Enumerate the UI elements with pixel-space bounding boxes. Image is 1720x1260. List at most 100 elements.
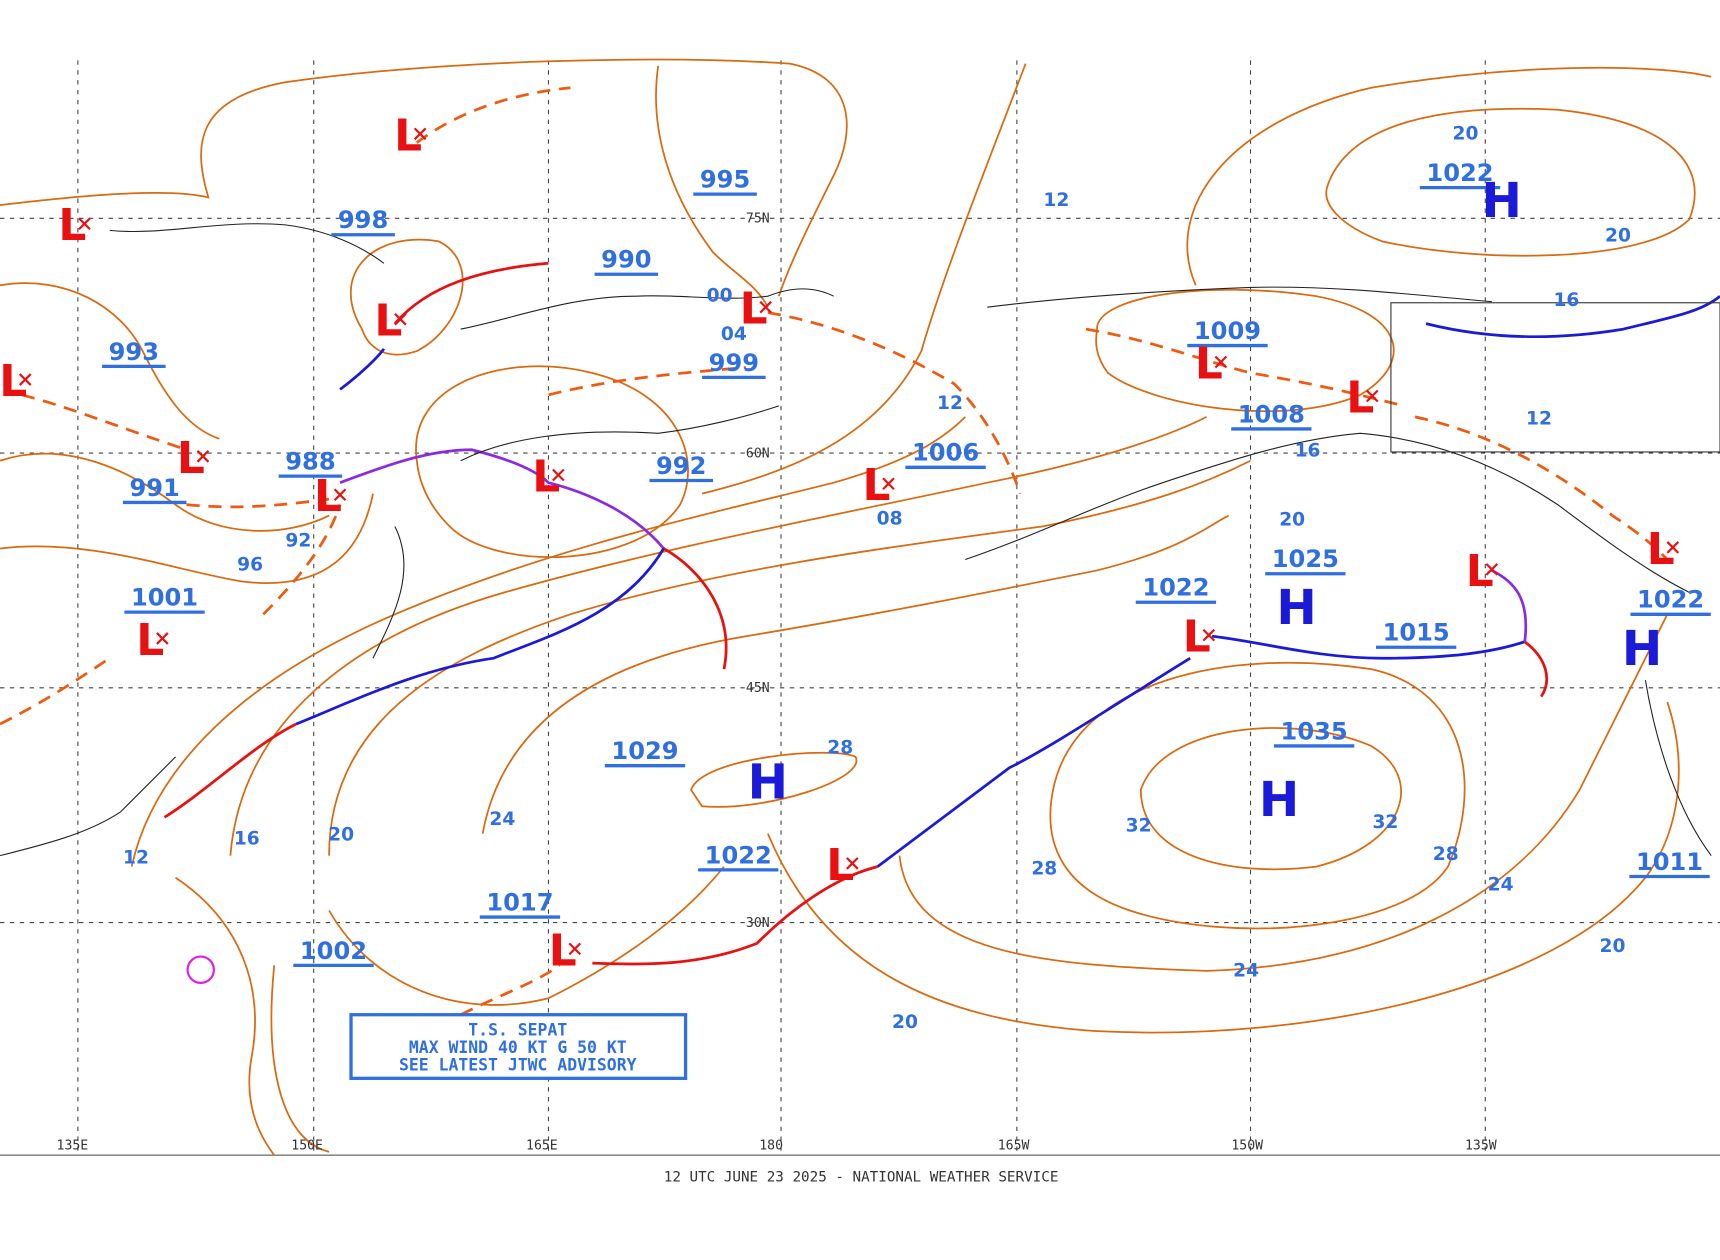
low-center-mark: [1214, 355, 1228, 369]
advisory-line: MAX WIND 40 KT G 50 KT: [409, 1038, 627, 1057]
warm-front: [163, 722, 297, 819]
isobar: [328, 459, 1251, 856]
advisory-line: SEE LATEST JTWC ADVISORY: [399, 1056, 637, 1075]
pressure-label: 1022: [1142, 574, 1209, 602]
low-center-mark: [552, 468, 565, 482]
pressure-label: 993: [109, 338, 159, 366]
isobar: [1139, 727, 1402, 871]
high-center: H: [1622, 621, 1662, 677]
pressure-label: 1022: [705, 841, 772, 869]
isobar-label: 28: [1031, 858, 1057, 879]
coastline: [460, 405, 779, 462]
isobar-label: 20: [1279, 509, 1305, 530]
isobar-label: 12: [937, 393, 963, 414]
isobar-label: 16: [234, 829, 260, 850]
isobar-label: 12: [123, 847, 149, 868]
isobar-label: 04: [721, 324, 747, 345]
isobar-label: 28: [827, 738, 853, 759]
isobar-label: 08: [877, 508, 903, 529]
tropical-storm-symbol: [186, 955, 215, 984]
pressure-label: 1017: [486, 888, 553, 916]
coastline: [965, 432, 1690, 593]
isobar-label: 12: [1526, 409, 1552, 430]
isobar-label: 24: [1233, 960, 1259, 981]
isobar-label: 20: [892, 1012, 918, 1033]
low-center-mark: [1485, 563, 1499, 576]
isobar: [701, 63, 1027, 495]
isobar: [0, 282, 220, 440]
pressure-label: 1022: [1637, 586, 1704, 614]
isobar: [655, 65, 769, 308]
longitude-label: 150E: [291, 1139, 323, 1154]
cold-front: [1425, 295, 1720, 339]
coastline: [0, 756, 176, 857]
isobar: [328, 866, 725, 1006]
longitude-label: 180: [759, 1139, 783, 1154]
low-center-mark: [1202, 628, 1216, 642]
trough: [21, 393, 187, 452]
pressure-label: 1008: [1238, 400, 1305, 428]
isobar-label: 92: [285, 530, 311, 551]
isobar-label: 20: [1453, 123, 1479, 144]
isobar: [270, 965, 330, 1153]
isobar: [481, 514, 1229, 834]
low-center-mark: [333, 488, 347, 502]
pressure-label: 1015: [1383, 619, 1450, 647]
longitude-label: 165E: [526, 1139, 558, 1154]
low-center-mark: [18, 373, 32, 386]
warm-front: [393, 261, 549, 325]
isobar: [415, 365, 689, 558]
isobar: [1325, 107, 1696, 257]
coastline: [372, 526, 405, 659]
pressure-label: 995: [700, 166, 750, 194]
isobar: [1049, 661, 1466, 930]
pressure-label: 1035: [1281, 717, 1348, 745]
cold-front: [876, 657, 1191, 868]
pressure-label: 988: [285, 448, 335, 476]
pressure-label: 1029: [611, 737, 678, 765]
warm-front: [662, 547, 728, 670]
trough: [548, 366, 747, 397]
low-center-mark: [846, 857, 859, 870]
pressure-label: 1009: [1194, 317, 1261, 345]
isobar-label: 32: [1372, 812, 1398, 833]
low-center-mark: [1366, 389, 1379, 403]
isobar: [229, 416, 1208, 856]
isobar-label: 12: [1043, 190, 1069, 211]
isobar-label: 00: [707, 286, 733, 307]
high-center: H: [1482, 173, 1522, 229]
advisory-box: T.S. SEPAT MAX WIND 40 KT G 50 KT SEE LA…: [349, 1013, 688, 1080]
footer: 12 UTC JUNE 23 2025 - NATIONAL WEATHER S…: [664, 1169, 1059, 1185]
isobar: [0, 58, 848, 297]
low-center-mark: [413, 127, 427, 141]
coastline: [109, 223, 385, 264]
pressure-label: 992: [656, 452, 706, 480]
pressure-label: 991: [129, 474, 179, 502]
isobar-label: 20: [1600, 936, 1626, 957]
longitude-label: 150W: [1231, 1139, 1263, 1154]
low-center-mark: [78, 217, 91, 231]
trough: [186, 497, 330, 509]
cold-front: [295, 547, 665, 726]
pressure-label: 1022: [1426, 159, 1493, 187]
isobar-label: 24: [1488, 875, 1514, 896]
low-center-mark: [882, 477, 895, 491]
isobar: [349, 238, 464, 356]
trough: [767, 311, 1022, 495]
trough: [262, 504, 342, 616]
longitude-label: 165W: [998, 1139, 1030, 1154]
pressure-label: 990: [601, 246, 651, 274]
advisory-line: T.S. SEPAT: [468, 1021, 567, 1040]
fronts: [0, 86, 1720, 1016]
pressure-label: 1011: [1636, 848, 1703, 876]
graticule: [0, 60, 1720, 1156]
longitude-label: 135W: [1465, 1139, 1497, 1154]
isobar-label: 20: [1605, 225, 1631, 246]
isobar: [1095, 288, 1395, 413]
latitude-label: 45N: [746, 681, 770, 696]
latitude-label: 75N: [746, 212, 770, 227]
trough: [0, 657, 111, 726]
pressure-label: 1006: [912, 439, 979, 467]
